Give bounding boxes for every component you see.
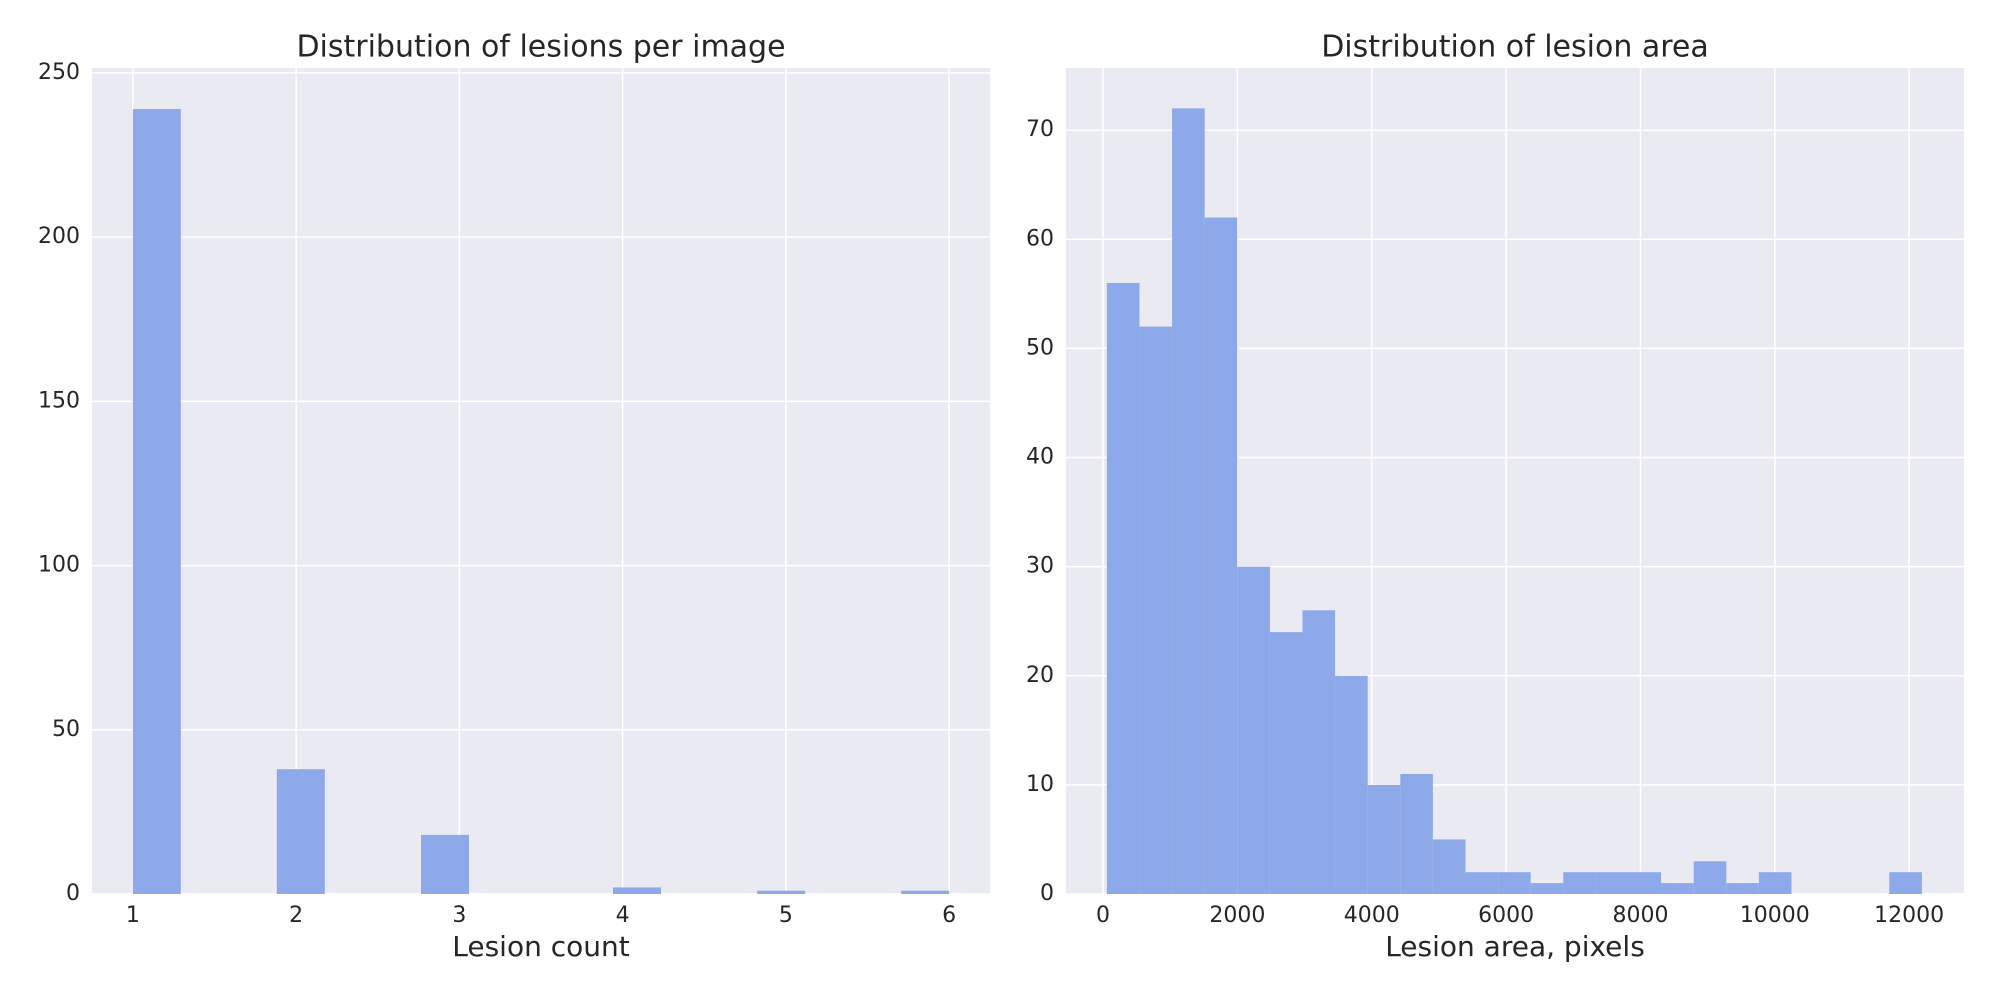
bar [1269, 632, 1303, 894]
y-tick-label: 30 [1026, 554, 1054, 579]
bar [1172, 108, 1205, 895]
y-tick-label: 10 [1026, 772, 1054, 797]
bar [613, 887, 662, 894]
x-tick-label: 8000 [1612, 903, 1668, 928]
y-tick-label: 20 [1026, 663, 1054, 688]
bar [1400, 773, 1433, 894]
bar [1139, 326, 1173, 894]
bar [901, 890, 950, 894]
x-tick-label: 5 [779, 903, 793, 928]
x-tick-label: 2000 [1209, 903, 1265, 928]
bar [1367, 784, 1401, 894]
bar [1628, 872, 1662, 894]
x-axis-label: Lesion area, pixels [1385, 930, 1645, 963]
x-tick-label: 12000 [1874, 903, 1944, 928]
bar [1726, 883, 1759, 894]
x-tick-label: 6000 [1478, 903, 1534, 928]
x-tick-label: 4 [616, 903, 630, 928]
bar [1335, 675, 1368, 894]
chart-title: Distribution of lesions per image [296, 30, 785, 65]
bar [757, 890, 806, 894]
bar [1758, 872, 1792, 894]
x-tick-label: 0 [1096, 903, 1110, 928]
bar [1563, 872, 1596, 894]
y-tick-label: 150 [38, 388, 80, 413]
bar [1302, 610, 1336, 894]
bar [1498, 872, 1531, 894]
y-tick-label: 60 [1026, 226, 1054, 251]
bar [1693, 861, 1727, 894]
bar [132, 109, 181, 894]
x-axis-label: Lesion count [452, 930, 629, 963]
y-tick-label: 70 [1026, 117, 1054, 142]
bar [1595, 872, 1629, 894]
y-tick-label: 200 [38, 224, 80, 249]
y-tick-label: 50 [1026, 335, 1054, 360]
x-tick-label: 10000 [1740, 903, 1810, 928]
x-tick-label: 1 [126, 903, 140, 928]
bar [1237, 566, 1270, 894]
bar [1106, 282, 1140, 894]
bar [1889, 872, 1922, 894]
bar [1204, 217, 1238, 895]
y-tick-label: 100 [38, 553, 80, 578]
x-tick-label: 3 [452, 903, 466, 928]
plot-area [92, 68, 990, 894]
bar [1661, 883, 1694, 894]
y-tick-label: 0 [66, 881, 80, 906]
chart-title: Distribution of lesion area [1321, 30, 1709, 65]
bar [420, 834, 469, 894]
bar [1432, 839, 1466, 894]
y-tick-label: 250 [38, 60, 80, 85]
x-tick-label: 4000 [1344, 903, 1400, 928]
x-tick-label: 2 [289, 903, 303, 928]
x-tick-label: 6 [942, 903, 956, 928]
bar [1465, 872, 1499, 894]
y-tick-label: 0 [1040, 881, 1054, 906]
y-tick-label: 50 [52, 717, 80, 742]
y-tick-label: 40 [1026, 445, 1054, 470]
bar [276, 769, 325, 894]
bar [1530, 883, 1564, 894]
